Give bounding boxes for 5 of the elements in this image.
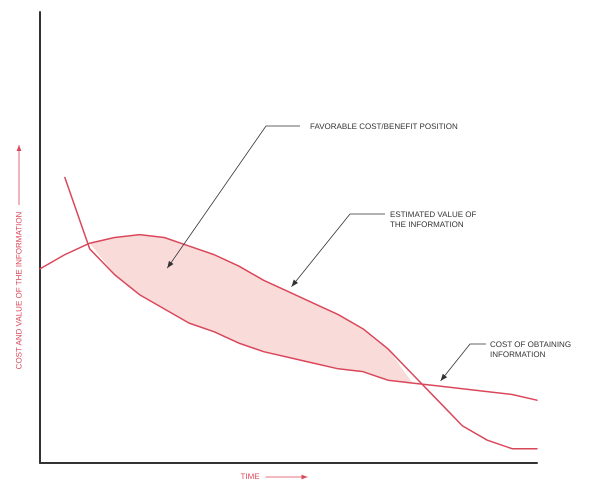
x-axis-title: TIME — [240, 472, 260, 481]
text: FAVORABLE COST/BENEFIT POSITION — [310, 122, 459, 132]
y-axis-title: COST AND VALUE OF THE INFORMATION — [14, 211, 24, 369]
annotation: COST OF OBTAINING INFORMATION — [490, 340, 572, 360]
annotation: ESTIMATED VALUE OF THE INFORMATION — [390, 210, 478, 230]
